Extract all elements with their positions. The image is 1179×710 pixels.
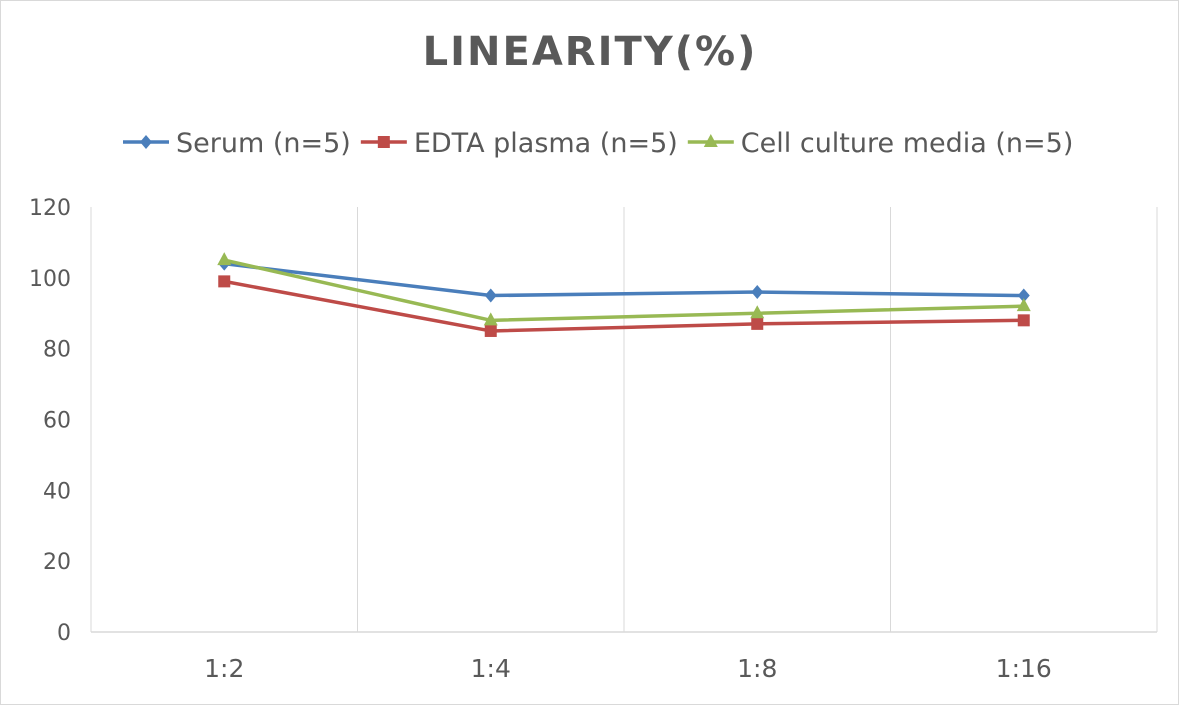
legend-item: EDTA plasma (n=5) <box>360 128 678 159</box>
x-tick-label: 1:16 <box>996 654 1052 683</box>
gridlines <box>90 207 1158 633</box>
legend-item: Serum (n=5) <box>123 128 351 159</box>
legend: Serum (n=5) EDTA plasma (n=5) Cell culture… <box>123 128 1073 159</box>
data-point <box>1017 314 1030 327</box>
legend-label: Serum (n=5) <box>176 128 351 159</box>
data-point <box>484 324 497 337</box>
data-point <box>1016 298 1031 312</box>
series-line <box>223 279 1024 333</box>
plot-area <box>217 252 1031 337</box>
data-point <box>751 317 764 330</box>
legend-item: Cell culture media (n=5) <box>687 128 1074 159</box>
x-axis: 1:2 1:4 1:8 1:16 <box>204 654 1052 683</box>
x-tick-label: 1:4 <box>471 654 511 683</box>
y-tick-label: 80 <box>43 338 71 363</box>
y-tick-label: 100 <box>29 267 71 292</box>
data-point <box>218 275 231 288</box>
series-line <box>224 261 1024 298</box>
series-line <box>223 258 1024 323</box>
y-tick-label: 20 <box>43 550 71 575</box>
y-tick-label: 0 <box>57 621 71 646</box>
legend-marker <box>703 134 718 147</box>
data-point <box>217 252 232 266</box>
series-2 <box>217 252 1031 326</box>
data-point <box>1017 288 1030 303</box>
legend-label: Cell culture media (n=5) <box>741 128 1074 159</box>
y-tick-label: 60 <box>43 409 71 434</box>
data-point <box>751 285 764 299</box>
data-point <box>750 305 765 319</box>
chart-title: LINEARITY(%) <box>423 29 758 75</box>
data-point <box>483 312 498 326</box>
y-tick-label: 120 <box>29 196 71 221</box>
series-1 <box>218 275 1030 337</box>
x-tick-label: 1:8 <box>737 654 777 683</box>
y-axis: 0 20 40 60 80 100 120 <box>29 196 71 646</box>
data-point <box>484 288 497 303</box>
y-tick-label: 40 <box>43 479 71 504</box>
legend-marker <box>377 136 390 148</box>
legend-label: EDTA plasma (n=5) <box>414 128 678 159</box>
x-tick-label: 1:2 <box>204 654 244 683</box>
legend-marker <box>140 135 152 149</box>
